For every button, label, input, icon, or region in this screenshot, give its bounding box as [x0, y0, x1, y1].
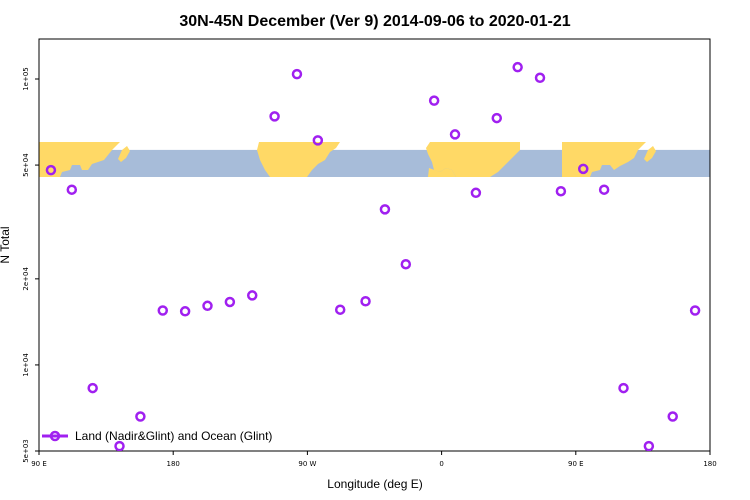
map-land-mass-north-america [257, 142, 340, 177]
data-point [618, 382, 629, 394]
y-tick-label: 5e+03 [22, 439, 30, 463]
map-land-mass-africa-north [428, 168, 456, 177]
y-tick: 1e+04 [22, 353, 39, 377]
y-tick-label: 2e+04 [22, 267, 30, 291]
map-land-mass-asia-repeat [562, 142, 646, 177]
x-tick: 90 E [31, 451, 47, 468]
data-point [578, 163, 589, 175]
data-point [114, 440, 125, 451]
y-tick: 5e+04 [22, 153, 39, 177]
data-point [379, 204, 391, 215]
x-tick-label: 180 [703, 460, 716, 468]
data-point [470, 187, 482, 199]
x-tick: 0 [439, 451, 444, 468]
data-point [491, 112, 503, 124]
chart-title: 30N-45N December (Ver 9) 2014-09-06 to 2… [179, 13, 570, 30]
data-point [598, 184, 610, 195]
data-point [157, 305, 169, 316]
map-land-mass-europe-asia [426, 142, 520, 177]
x-tick: 90 E [568, 451, 584, 468]
data-point [512, 61, 523, 73]
data-point [360, 295, 371, 307]
y-tick: 5e+03 [22, 439, 39, 463]
world-map-strip [39, 142, 710, 177]
data-point [269, 111, 280, 122]
data-point [224, 296, 236, 308]
data-points [45, 61, 701, 451]
x-tick: 180 [167, 451, 180, 468]
x-tick-label: 180 [167, 460, 180, 468]
x-tick-label: 0 [439, 460, 443, 468]
data-point [555, 185, 567, 197]
data-point [667, 411, 678, 422]
x-axis-label: Longitude (deg E) [327, 477, 422, 491]
x-tick-label: 90 E [568, 460, 584, 468]
data-point [643, 440, 655, 451]
x-tick-label: 90 E [31, 460, 47, 468]
data-point [334, 304, 346, 315]
y-tick: 2e+04 [22, 267, 39, 291]
map-land-mass-asia-east [39, 142, 120, 177]
y-axis-label: N Total [0, 226, 12, 263]
x-tick: 90 W [298, 451, 317, 468]
data-point [428, 95, 440, 106]
legend: Land (Nadir&Glint) and Ocean (Glint) [42, 429, 272, 443]
map-land [39, 142, 656, 177]
data-point [400, 258, 412, 270]
map-land-mass-japan-repeat [644, 146, 656, 162]
x-tick-label: 90 W [298, 460, 316, 468]
map-land-mass-japan [118, 146, 130, 162]
data-point [449, 129, 461, 140]
y-tick-label: 5e+04 [22, 153, 30, 177]
y-tick-label: 1e+05 [22, 67, 30, 91]
data-point [66, 184, 78, 195]
data-point [246, 290, 258, 301]
x-tick: 180 [703, 451, 717, 468]
data-point [534, 72, 546, 84]
data-point [312, 135, 324, 146]
legend-marker [49, 430, 61, 442]
data-point [135, 411, 146, 422]
data-point [179, 306, 191, 317]
data-point [202, 300, 213, 312]
y-tick-label: 1e+04 [22, 353, 30, 377]
data-point [689, 305, 701, 316]
y-tick: 1e+05 [22, 67, 39, 91]
y-axis: 5e+03 1e+04 2e+04 5e+04 1e+05 [22, 67, 39, 463]
x-axis: 90 E 180 90 W 0 90 E 180 [31, 451, 717, 468]
plot-frame [38, 38, 711, 452]
data-point [45, 164, 57, 176]
data-point [87, 382, 98, 394]
data-point [291, 68, 303, 80]
legend-label: Land (Nadir&Glint) and Ocean (Glint) [75, 429, 272, 443]
